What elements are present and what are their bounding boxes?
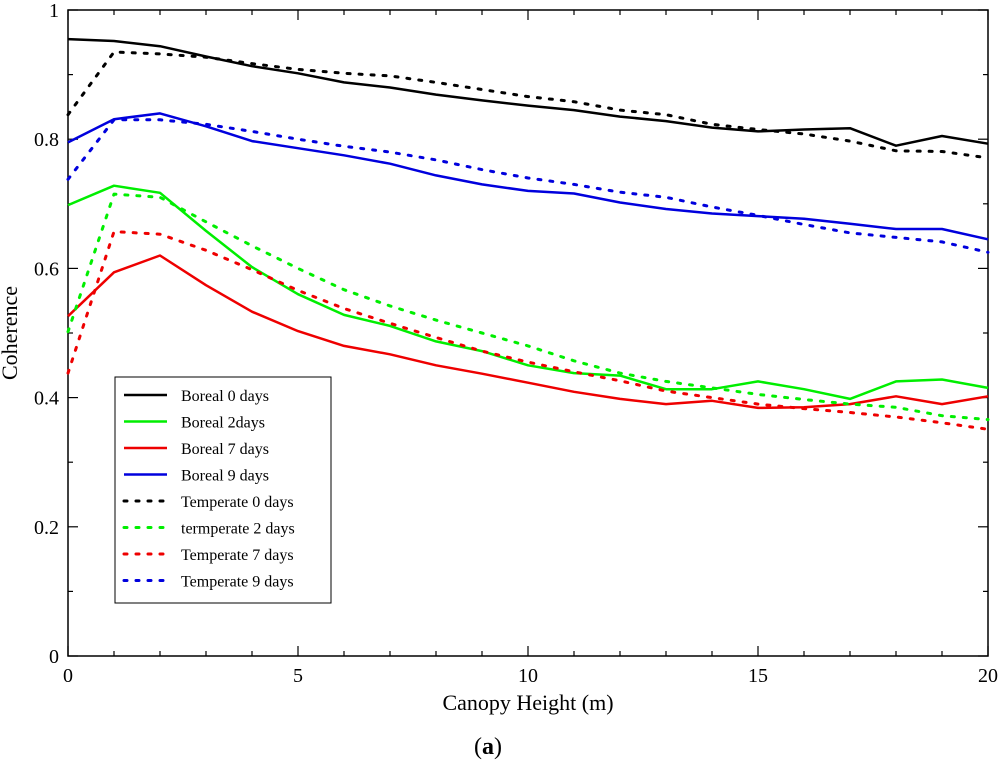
y-tick-label: 1 — [49, 0, 59, 22]
legend-label: termperate 2 days — [181, 521, 295, 538]
series-line-termperate-2-days — [66, 192, 990, 422]
legend-label: Temperate 9 days — [181, 574, 294, 591]
legend-label: Boreal 9 days — [181, 468, 269, 485]
x-axis-title: Canopy Height (m) — [442, 690, 613, 715]
series-line-temperate-0-days — [66, 50, 990, 160]
caption-letter: a — [482, 734, 494, 760]
y-tick-label: 0.2 — [34, 517, 59, 539]
series-line-boreal-0-days — [67, 37, 989, 147]
y-tick-label: 0 — [49, 646, 59, 668]
y-axis-title: Coherence — [0, 286, 22, 380]
legend-label: Temperate 0 days — [181, 494, 294, 511]
legend: Boreal 0 days Boreal 2days Boreal 7 days Bo… — [114, 376, 332, 604]
axis-ticks: 0 5 10 15 20 0 0.2 0.4 0.6 0.8 1 — [34, 0, 998, 687]
y-tick-label: 0.8 — [34, 129, 59, 151]
figure-caption: (a) — [474, 734, 502, 760]
legend-box — [114, 376, 332, 604]
y-tick-label: 0.4 — [34, 388, 59, 410]
series-line-boreal-7-days — [67, 254, 989, 410]
x-tick-label: 20 — [978, 665, 998, 687]
legend-label: Boreal 2days — [181, 415, 265, 432]
series-line-temperate-9-days — [66, 118, 990, 254]
series-line-boreal-2days — [67, 184, 989, 401]
series-line-boreal-9-days — [67, 112, 989, 241]
caption-close-paren: ) — [494, 734, 502, 760]
legend-label: Temperate 7 days — [181, 547, 294, 564]
series-layer — [66, 37, 990, 431]
x-tick-label: 15 — [748, 665, 768, 687]
x-tick-label: 5 — [293, 665, 303, 687]
y-tick-label: 0.6 — [34, 258, 59, 280]
x-tick-label: 0 — [63, 665, 73, 687]
legend-label: Boreal 0 days — [181, 388, 269, 405]
legend-label: Boreal 7 days — [181, 441, 269, 458]
x-tick-label: 10 — [518, 665, 538, 687]
caption-open-paren: ( — [474, 734, 482, 760]
